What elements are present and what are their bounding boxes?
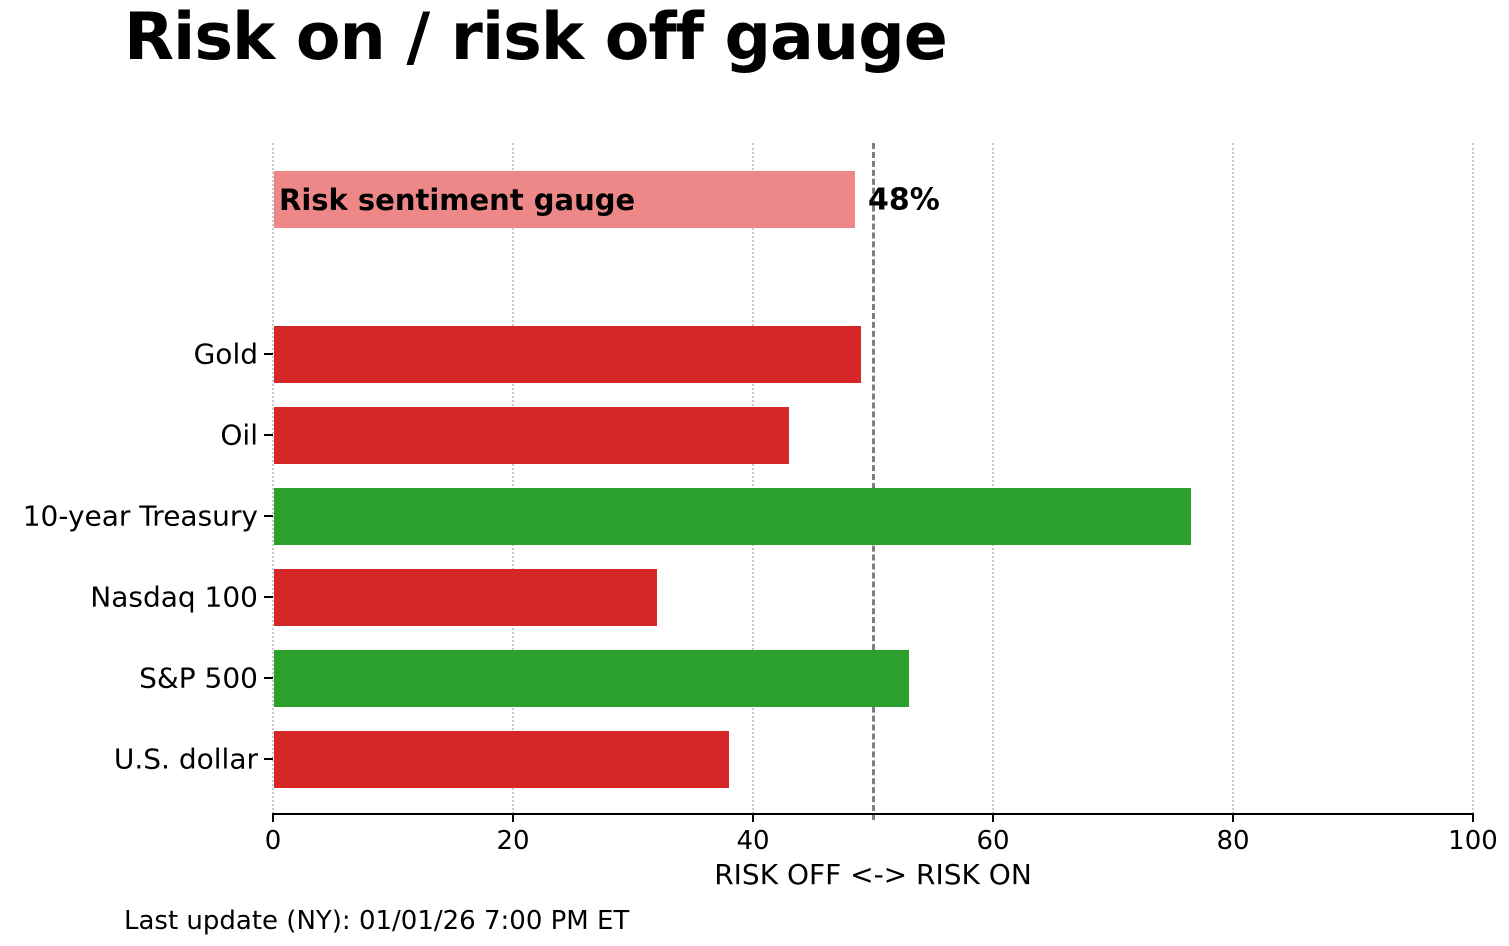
bar-oil	[274, 406, 789, 464]
x-tick-mark-40	[752, 814, 754, 822]
gauge-value-annotation: 48%	[868, 182, 940, 217]
x-axis-line	[272, 813, 1474, 815]
gridline-100	[1472, 143, 1474, 814]
reference-line-50	[871, 143, 875, 820]
y-tick-gold	[264, 353, 273, 355]
y-tick-nasdaq-100	[264, 596, 273, 598]
x-tick-mark-20	[512, 814, 514, 822]
gridline-40	[752, 143, 754, 814]
y-tick-u-s-dollar	[264, 758, 273, 760]
x-axis-label: RISK OFF <-> RISK ON	[714, 858, 1032, 891]
y-tick-10-year-treasury	[264, 515, 273, 517]
bar-10-year-treasury	[274, 487, 1191, 545]
x-tick-label-40: 40	[736, 826, 770, 856]
gauge-bar: Risk sentiment gauge	[274, 171, 855, 228]
x-tick-label-20: 20	[496, 826, 530, 856]
gridline-80	[1232, 143, 1234, 814]
category-label-s-p-500: S&P 500	[139, 661, 258, 695]
gridline-0	[272, 143, 274, 814]
bar-u-s-dollar	[274, 730, 729, 788]
x-tick-label-100: 100	[1448, 826, 1498, 856]
chart-title: Risk on / risk off gauge	[124, 0, 948, 75]
x-tick-mark-100	[1472, 814, 1474, 822]
category-label-oil: Oil	[220, 418, 258, 452]
category-label-nasdaq-100: Nasdaq 100	[90, 580, 258, 614]
y-tick-oil	[264, 434, 273, 436]
x-tick-mark-0	[272, 814, 274, 822]
bar-gold	[274, 325, 861, 383]
x-tick-mark-80	[1232, 814, 1234, 822]
category-label-gold: Gold	[193, 337, 258, 371]
y-tick-s-p-500	[264, 677, 273, 679]
gauge-bar-label: Risk sentiment gauge	[279, 182, 636, 217]
x-tick-label-60: 60	[976, 826, 1010, 856]
category-label-10-year-treasury: 10-year Treasury	[22, 499, 258, 533]
bar-nasdaq-100	[274, 568, 657, 626]
x-tick-label-80: 80	[1216, 826, 1250, 856]
category-label-u-s-dollar: U.S. dollar	[113, 742, 258, 776]
gridline-60	[992, 143, 994, 814]
last-update-text: Last update (NY): 01/01/26 7:00 PM ET	[124, 906, 630, 936]
x-tick-mark-60	[992, 814, 994, 822]
gridline-20	[512, 143, 514, 814]
x-tick-label-0: 0	[264, 826, 282, 856]
bar-s-p-500	[274, 649, 909, 707]
